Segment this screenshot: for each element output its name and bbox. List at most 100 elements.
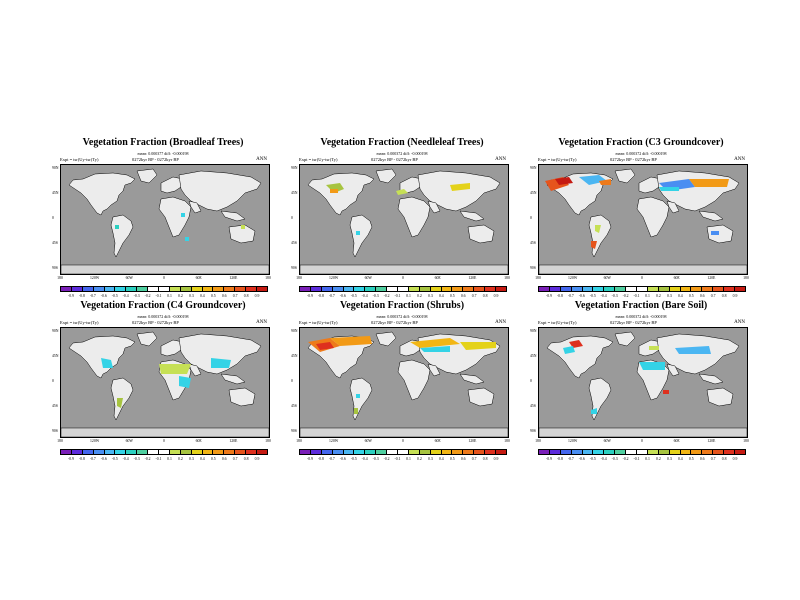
longitude-tick-label: 120W [329, 276, 339, 280]
anomaly-patch [330, 336, 372, 346]
anomaly-patch [101, 358, 113, 368]
arabia-india-landmass [666, 200, 680, 214]
south-america-landmass [349, 214, 373, 258]
latitude-tick-label: 90N [52, 329, 59, 333]
antarctica-landmass [539, 264, 747, 274]
colorbar-tick-label: -0.9 [545, 457, 552, 461]
latitude-tick-label: 0 [530, 216, 532, 220]
colorbar-tick-label: 0.6 [460, 294, 466, 298]
antarctica-landmass [61, 264, 269, 274]
colorbar-tick-label: 0.2 [417, 457, 422, 461]
colorbar-swatch [680, 450, 692, 454]
anomaly-patch [563, 346, 575, 354]
colorbar-tick-label: -0.2 [144, 294, 151, 298]
australia-landmass [467, 224, 495, 244]
colorbar-swatch [365, 450, 377, 454]
experiment-label: Expt = tsr(Uy-tsr(Ty) [299, 157, 338, 162]
landmasses [61, 168, 269, 274]
colorbar-swatch [430, 287, 442, 291]
anomaly-patch [241, 225, 245, 229]
longitude-tick-label: 0 [163, 276, 165, 280]
colorbar-tick-label: 0.5 [688, 457, 694, 461]
colorbar-tick-label: -0.3 [611, 294, 618, 298]
colorbar-tick-label: -0.4 [361, 457, 368, 461]
colorbar-tick-label: -0.3 [133, 457, 140, 461]
anomaly-patches [563, 340, 711, 414]
colorbar-swatch [615, 287, 627, 291]
colorbar-swatch [61, 450, 72, 454]
colorbar-tick-label: -0.6 [100, 294, 107, 298]
map-svg [539, 331, 747, 437]
colorbar-tick-label: -0.8 [317, 457, 324, 461]
australia-landmass [706, 224, 734, 244]
map-panel-needleleaf: Vegetation Fraction (Needleleaf Trees) m… [291, 137, 510, 302]
colorbar-tick-label: -0.3 [372, 294, 379, 298]
anomaly-patch [659, 187, 679, 191]
colorbar-tick-label: -0.5 [589, 294, 596, 298]
colorbar-swatch [224, 450, 236, 454]
australia-landmass [706, 387, 734, 407]
colorbar-swatch [626, 450, 638, 454]
colorbar-swatch [441, 450, 453, 454]
colorbar-tick-label: -0.8 [78, 457, 85, 461]
colorbar-tick-label: 0.5 [449, 294, 455, 298]
time-range-label: 0272kyr BP - 0272kyr BP [132, 157, 179, 162]
longitude-tick-label: 60W [603, 276, 612, 280]
longitude-tick-label: 180 [743, 276, 749, 280]
colorbar-tick-label: 0.8 [721, 294, 727, 298]
colorbar-tick-label: -0.1 [155, 457, 162, 461]
colorbar-tick-label: 0.8 [721, 457, 727, 461]
colorbar-swatch [549, 450, 561, 454]
colorbar-swatch [332, 287, 344, 291]
se-asia-landmass [220, 210, 246, 222]
colorbar-tick-label: 0.1 [645, 294, 650, 298]
africa-landmass [636, 196, 670, 238]
colorbar-tick-label: 0.8 [243, 294, 249, 298]
anomaly-patch [675, 346, 711, 354]
anomaly-patch [450, 183, 470, 191]
africa-landmass [397, 196, 431, 238]
colorbar-swatch [82, 287, 94, 291]
latitude-tick-label: 0 [530, 379, 532, 383]
anomaly-patch [356, 231, 360, 235]
colorbar-tick-label: 0.9 [493, 294, 499, 298]
latitude-tick-label: 45S [52, 404, 58, 408]
colorbar-swatch [104, 450, 116, 454]
greenland-landmass [136, 168, 158, 184]
longitude-tick-label: 120E [229, 276, 238, 280]
colorbar-tick-label: 0.5 [210, 294, 216, 298]
latitude-tick-label: 90N [530, 166, 537, 170]
anomaly-patch [115, 225, 119, 229]
colorbar-tick-label: -0.9 [67, 457, 74, 461]
latitude-tick-label: 45N [291, 354, 298, 358]
colorbar-tick-label: 0.1 [406, 457, 411, 461]
longitude-tick-label: 120W [568, 439, 578, 443]
colorbar-tick-label: -0.1 [633, 457, 640, 461]
colorbar-swatch [735, 287, 745, 291]
colorbar-labels: -0.9 -0.8 -0.7 -0.6 -0.5 -0.4 -0.3 -0.2 -0.1 0.1 0… [60, 457, 268, 463]
colorbar-tick-label: -0.2 [383, 457, 390, 461]
world-map [60, 164, 270, 275]
colorbar-tick-label: 0.4 [677, 457, 683, 461]
colorbar-swatch [463, 450, 475, 454]
colorbar-tick-label: -0.3 [611, 457, 618, 461]
australia-landmass [228, 387, 256, 407]
colorbar [299, 286, 507, 292]
colorbar-swatch [452, 450, 464, 454]
anomaly-patch [356, 394, 360, 398]
anomaly-patch [316, 342, 334, 350]
anomaly-patch [420, 346, 450, 352]
experiment-label: Expt = tsr(Uy-tsr(Ty) [60, 320, 99, 325]
colorbar-tick-label: -0.9 [545, 294, 552, 298]
arabia-india-landmass [666, 363, 680, 377]
antarctica-landmass [539, 427, 747, 437]
longitude-tick-label: 60E [673, 276, 680, 280]
colorbar-tick-label: -0.6 [578, 294, 585, 298]
colorbar-labels: -0.9 -0.8 -0.7 -0.6 -0.5 -0.4 -0.3 -0.2 -0.1 0.1 0… [299, 294, 507, 300]
mean-diff-line: mean: 0.000372 diff: -0.000198 [376, 151, 428, 156]
colorbar-swatch [702, 450, 714, 454]
colorbar-swatch [571, 450, 583, 454]
landmasses [61, 331, 269, 437]
latitude-tick-label: 90S [52, 429, 58, 433]
colorbar-swatch [191, 450, 203, 454]
